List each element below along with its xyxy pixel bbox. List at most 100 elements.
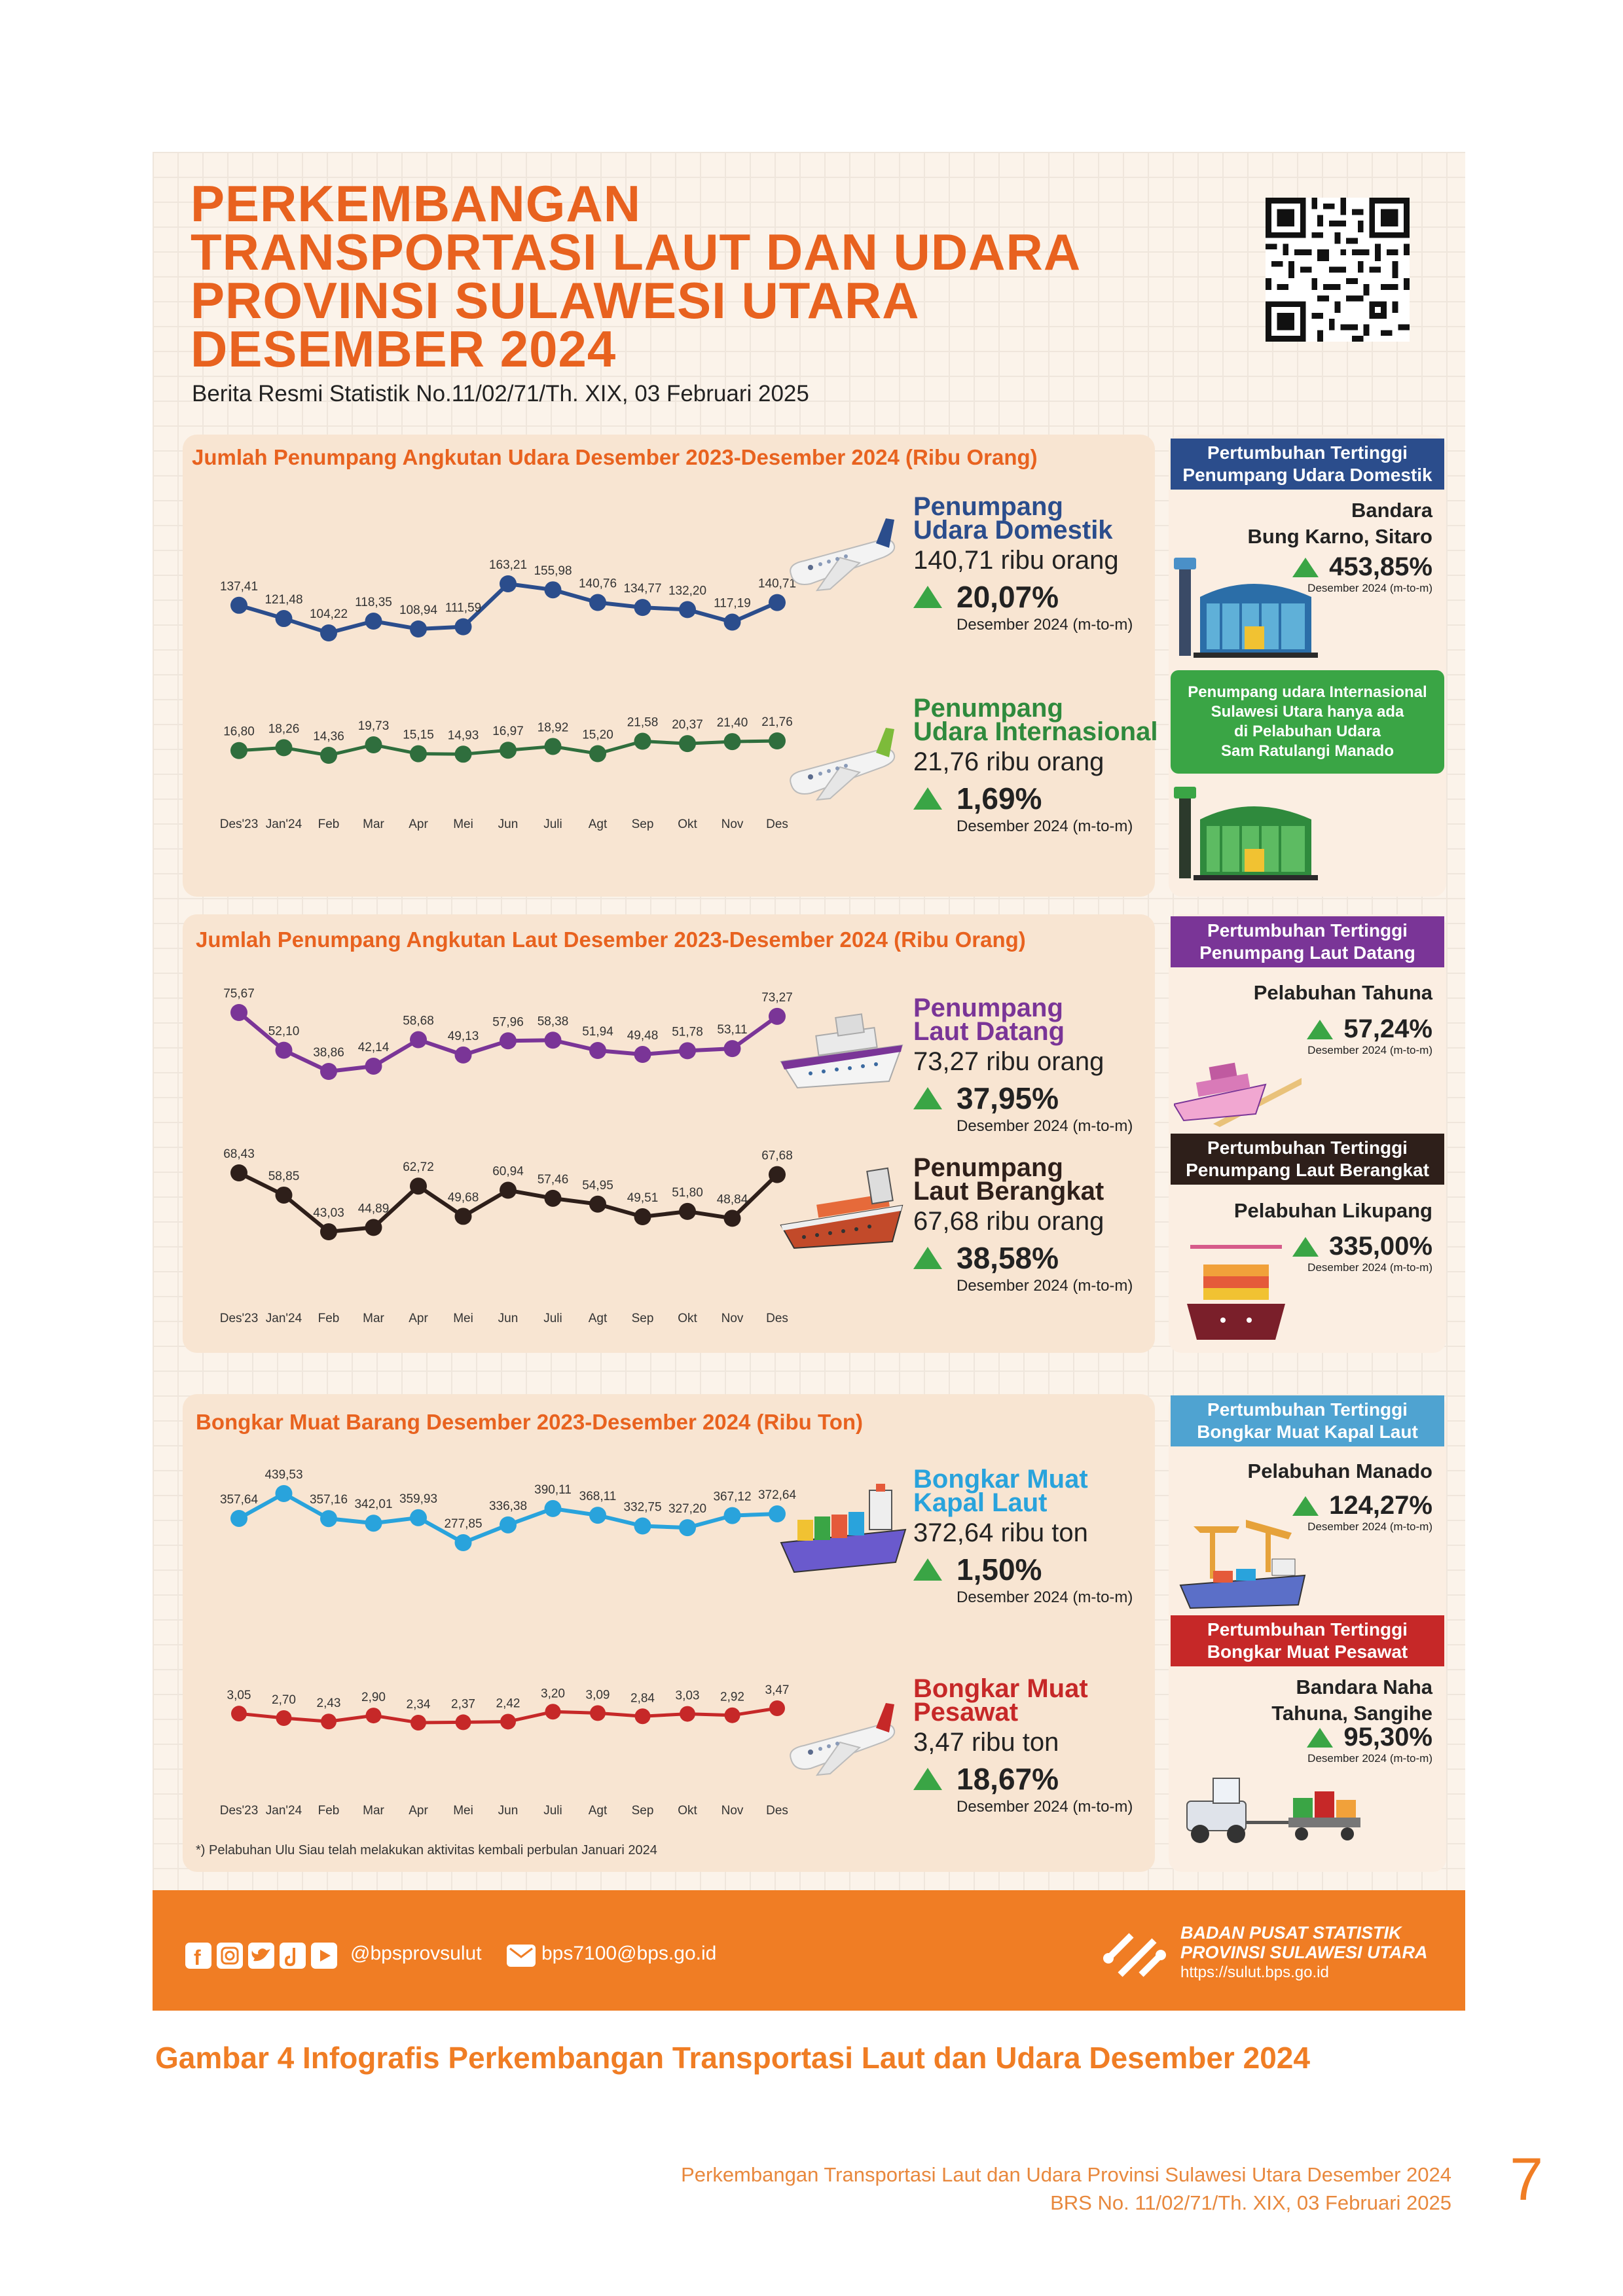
x-tick-label: Jun	[498, 1804, 519, 1818]
data-label: 2,42	[496, 1696, 520, 1710]
location-cargo-sea: Pelabuhan Manado	[1248, 1458, 1432, 1484]
data-label: 67,68	[761, 1149, 793, 1163]
air-international-stat: Penumpang Udara Internasional 21,76 ribu…	[913, 695, 1158, 836]
x-tick-label: Agt	[589, 1804, 608, 1818]
sea-passenger-panel	[183, 914, 1155, 1353]
stat-growth: 20,07%	[913, 579, 1133, 615]
data-point	[545, 1704, 561, 1720]
growth-period: Desember 2024 (m-to-m)	[1307, 1752, 1432, 1765]
data-point	[634, 599, 651, 617]
cargo-air-chart: 3,05 2,70 2,43 2,90 2,34 2,37 2,42 3,20 3,09 2,84…	[227, 1683, 789, 1731]
data-label: 140,76	[579, 577, 617, 591]
badge-line-1: Pertumbuhan Tertinggi	[1207, 442, 1408, 463]
badge-line-2: Penumpang Udara Domestik	[1182, 465, 1432, 485]
svg-text:f: f	[194, 1946, 201, 1969]
data-label: 336,38	[489, 1499, 527, 1513]
infographic-poster: PERKEMBANGAN TRANSPORTASI LAUT DAN UDARA…	[153, 152, 1465, 2011]
social-handle[interactable]: @bpsprovsulut	[350, 1943, 482, 1964]
data-point	[589, 745, 606, 762]
data-point	[589, 1195, 606, 1213]
growth-value: 57,24%	[1343, 1014, 1432, 1043]
data-label: 117,19	[714, 597, 751, 611]
badge-line-1: Pertumbuhan Tertinggi	[1207, 1399, 1408, 1420]
data-point	[320, 1063, 337, 1080]
x-tick-label: Mei	[453, 817, 473, 831]
stat-name-1: Penumpang	[913, 994, 1063, 1022]
x-tick-label: Mei	[453, 1312, 473, 1325]
data-point	[500, 742, 517, 759]
data-point	[320, 747, 337, 764]
x-tick-label: Feb	[318, 1804, 340, 1818]
email-address[interactable]: bps7100@bps.go.id	[541, 1943, 717, 1964]
data-point	[679, 1519, 696, 1537]
badge-line-2: Penumpang Laut Datang	[1199, 942, 1415, 963]
data-label: 15,15	[403, 728, 434, 742]
location-line-1: Pelabuhan Likupang	[1233, 1199, 1432, 1222]
up-arrow-icon	[1292, 1236, 1319, 1257]
growth-sea-depart: 335,00% Desember 2024 (m-to-m)	[1292, 1232, 1432, 1274]
data-label: 54,95	[582, 1179, 613, 1193]
org-url[interactable]: https://sulut.bps.go.id	[1180, 1964, 1329, 1981]
data-label: 49,68	[448, 1191, 479, 1204]
data-label: 357,16	[310, 1493, 348, 1507]
data-point	[679, 1042, 696, 1060]
location-line-1: Bandara Naha	[1296, 1676, 1432, 1698]
data-point	[230, 1509, 247, 1527]
x-tick-label: Nov	[721, 817, 744, 831]
data-label: 60,94	[492, 1165, 524, 1179]
data-point	[365, 1708, 382, 1724]
data-label: 2,84	[630, 1691, 655, 1705]
growth-sea-arrive: 57,24% Desember 2024 (m-to-m)	[1307, 1014, 1432, 1057]
data-label: 68,43	[223, 1147, 255, 1161]
data-label: 20,37	[672, 718, 703, 732]
stat-value: 21,76 ribu orang	[913, 747, 1104, 776]
data-label: 390,11	[534, 1483, 572, 1497]
data-label: 58,38	[538, 1014, 569, 1028]
data-point	[365, 613, 382, 630]
x-tick-label: Okt	[678, 1312, 697, 1325]
data-label: 2,43	[317, 1696, 341, 1710]
stat-value: 140,71 ribu orang	[913, 546, 1119, 575]
x-tick-label: Jun	[498, 817, 519, 831]
stat-name-1: Penumpang	[913, 1153, 1063, 1182]
page-footer-line-2: BRS No. 11/02/71/Th. XIX, 03 Februari 20…	[1050, 2191, 1451, 2214]
data-point	[544, 581, 562, 599]
x-tick-label: Apr	[409, 817, 428, 831]
data-point	[723, 1507, 741, 1524]
data-label: 52,10	[268, 1025, 300, 1039]
air-x-axis: Des'23 Jan'24 Feb Mar Apr Mei Jun Juli Agt Sep Okt…	[220, 817, 788, 831]
data-label: 2,92	[720, 1691, 744, 1704]
stat-name-2: Laut Berangkat	[913, 1177, 1104, 1206]
x-tick-label: Mei	[453, 1804, 473, 1818]
growth-cargo-air: 95,30% Desember 2024 (m-to-m)	[1307, 1723, 1432, 1765]
data-point	[723, 733, 741, 751]
x-tick-label: Mar	[363, 1804, 384, 1818]
x-tick-label: Des'23	[220, 817, 259, 831]
data-point	[500, 1516, 517, 1534]
org-name-1: BADAN PUSAT STATISTIK	[1180, 1923, 1402, 1943]
data-label: 14,36	[313, 730, 344, 744]
data-point	[230, 1004, 247, 1021]
data-label: 2,70	[272, 1693, 296, 1707]
stat-growth: 1,50%	[913, 1552, 1133, 1587]
data-point	[589, 1042, 606, 1060]
x-tick-label: Nov	[721, 1804, 744, 1818]
data-point	[769, 1505, 786, 1523]
data-label: 368,11	[579, 1490, 617, 1503]
data-label: 132,20	[668, 584, 706, 598]
data-label: 16,97	[492, 725, 524, 738]
up-arrow-icon	[913, 1558, 942, 1581]
note-line-3: di Pelabuhan Udara	[1233, 723, 1381, 740]
figure-caption: Gambar 4 Infografis Perkembangan Transpo…	[155, 2041, 1310, 2075]
x-tick-label: Juli	[543, 817, 562, 831]
data-label: 3,05	[227, 1689, 251, 1702]
data-point	[410, 745, 427, 762]
data-label: 16,80	[223, 725, 255, 739]
title-line-2: TRANSPORTASI LAUT DAN UDARA	[191, 223, 1082, 281]
data-point	[679, 735, 696, 753]
cargo-ship-icon	[780, 1167, 903, 1249]
qr-code-icon[interactable]	[1266, 198, 1410, 342]
data-label: 2,37	[451, 1697, 475, 1711]
data-label: 118,35	[355, 596, 392, 609]
data-point	[230, 1164, 247, 1181]
